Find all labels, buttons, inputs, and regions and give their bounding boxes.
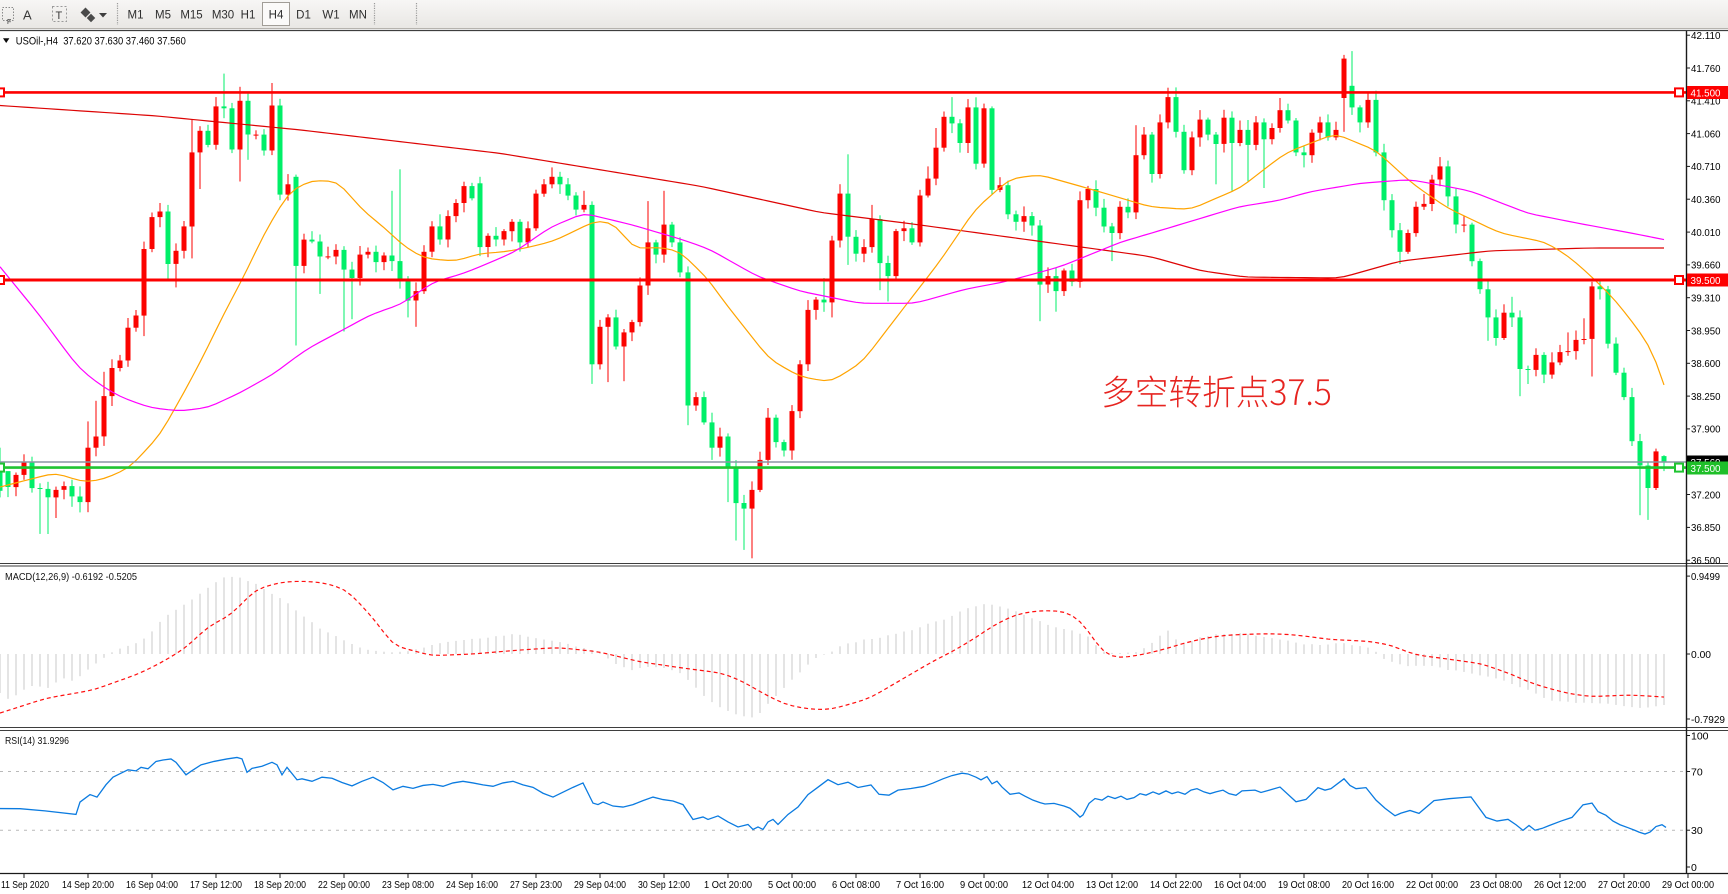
svg-text:H4: H4	[269, 10, 284, 22]
svg-text:26 Oct 12:00: 26 Oct 12:00	[1534, 879, 1586, 891]
svg-text:18 Sep 20:00: 18 Sep 20:00	[254, 879, 306, 891]
svg-text:39.660: 39.660	[1691, 260, 1721, 272]
svg-text:27 Oct 20:00: 27 Oct 20:00	[1598, 879, 1650, 891]
svg-text:M30: M30	[212, 10, 234, 22]
svg-text:16 Sep 04:00: 16 Sep 04:00	[126, 879, 178, 891]
svg-text:7 Oct 16:00: 7 Oct 16:00	[896, 879, 944, 891]
svg-text:A: A	[23, 8, 32, 23]
svg-text:29 Oct 00:00: 29 Oct 00:00	[1662, 879, 1714, 891]
svg-text:T: T	[56, 10, 63, 22]
svg-text:40.360: 40.360	[1691, 194, 1721, 206]
svg-text:0: 0	[1691, 862, 1697, 874]
svg-text:37.200: 37.200	[1691, 489, 1721, 501]
svg-text:0.00: 0.00	[1691, 649, 1711, 661]
svg-text:M1: M1	[128, 10, 144, 22]
svg-text:20 Oct 16:00: 20 Oct 16:00	[1342, 879, 1394, 891]
svg-text:30: 30	[1691, 825, 1703, 837]
svg-text:100: 100	[1691, 730, 1709, 742]
svg-text:MN: MN	[349, 10, 367, 22]
svg-text:MACD(12,26,9) -0.6192 -0.5205: MACD(12,26,9) -0.6192 -0.5205	[5, 571, 137, 583]
svg-text:0.9499: 0.9499	[1691, 571, 1720, 583]
svg-text:39.500: 39.500	[1691, 275, 1721, 287]
svg-text:39.310: 39.310	[1691, 293, 1721, 305]
svg-text:23 Oct 08:00: 23 Oct 08:00	[1470, 879, 1522, 891]
svg-text:40.710: 40.710	[1691, 161, 1721, 173]
svg-text:41.760: 41.760	[1691, 63, 1721, 75]
svg-text:F: F	[7, 19, 11, 26]
svg-text:-0.7929: -0.7929	[1691, 714, 1725, 726]
svg-text:38.600: 38.600	[1691, 358, 1721, 370]
svg-text:38.250: 38.250	[1691, 391, 1721, 403]
svg-text:11 Sep 2020: 11 Sep 2020	[1, 879, 49, 891]
svg-text:RSI(14) 31.9296: RSI(14) 31.9296	[5, 735, 69, 747]
svg-text:42.110: 42.110	[1691, 30, 1721, 42]
svg-text:D1: D1	[296, 10, 311, 22]
svg-text:24 Sep 16:00: 24 Sep 16:00	[446, 879, 498, 891]
svg-text:5 Oct 00:00: 5 Oct 00:00	[768, 879, 816, 891]
svg-text:M5: M5	[155, 10, 171, 22]
svg-text:19 Oct 08:00: 19 Oct 08:00	[1278, 879, 1330, 891]
svg-text:37.500: 37.500	[1691, 463, 1721, 475]
svg-text:36.850: 36.850	[1691, 522, 1721, 534]
svg-text:41.060: 41.060	[1691, 128, 1721, 140]
svg-text:14 Oct 22:00: 14 Oct 22:00	[1150, 879, 1202, 891]
svg-text:41.500: 41.500	[1691, 88, 1721, 100]
svg-text:23 Sep 08:00: 23 Sep 08:00	[382, 879, 434, 891]
svg-text:37.900: 37.900	[1691, 424, 1721, 436]
svg-text:22 Oct 00:00: 22 Oct 00:00	[1406, 879, 1458, 891]
svg-text:29 Sep 04:00: 29 Sep 04:00	[574, 879, 626, 891]
svg-text:6 Oct 08:00: 6 Oct 08:00	[832, 879, 880, 891]
svg-text:USOil-,H4 37.620 37.630 37.46: USOil-,H4 37.620 37.630 37.460 37.560	[16, 35, 186, 47]
svg-text:W1: W1	[322, 10, 339, 22]
svg-text:36.500: 36.500	[1691, 555, 1721, 567]
svg-text:27 Sep 23:00: 27 Sep 23:00	[510, 879, 562, 891]
svg-text:1 Oct 20:00: 1 Oct 20:00	[704, 879, 752, 891]
svg-text:38.950: 38.950	[1691, 325, 1721, 337]
svg-text:16 Oct 04:00: 16 Oct 04:00	[1214, 879, 1266, 891]
svg-text:30 Sep 12:00: 30 Sep 12:00	[638, 879, 690, 891]
svg-text:12 Oct 04:00: 12 Oct 04:00	[1022, 879, 1074, 891]
svg-text:9 Oct 00:00: 9 Oct 00:00	[960, 879, 1008, 891]
svg-text:40.010: 40.010	[1691, 227, 1721, 239]
svg-text:14 Sep 20:00: 14 Sep 20:00	[62, 879, 114, 891]
svg-text:22 Sep 00:00: 22 Sep 00:00	[318, 879, 370, 891]
svg-text:H1: H1	[241, 10, 256, 22]
svg-text:13 Oct 12:00: 13 Oct 12:00	[1086, 879, 1138, 891]
svg-text:70: 70	[1691, 766, 1703, 778]
svg-text:M15: M15	[180, 10, 202, 22]
svg-text:17 Sep 12:00: 17 Sep 12:00	[190, 879, 242, 891]
